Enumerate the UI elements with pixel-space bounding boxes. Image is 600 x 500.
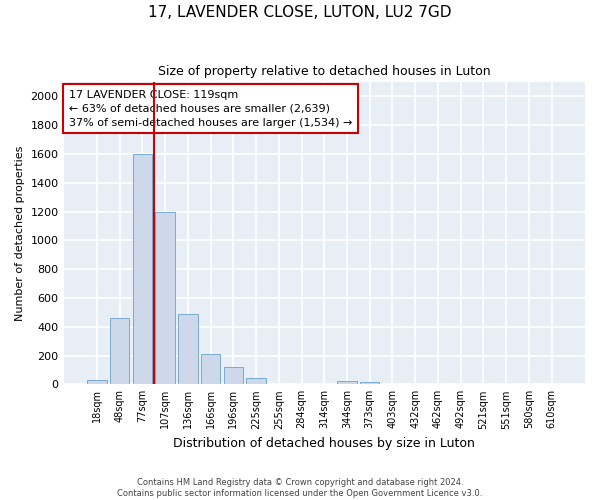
Text: 17, LAVENDER CLOSE, LUTON, LU2 7GD: 17, LAVENDER CLOSE, LUTON, LU2 7GD xyxy=(148,5,452,20)
Bar xyxy=(155,212,175,384)
Text: Contains HM Land Registry data © Crown copyright and database right 2024.
Contai: Contains HM Land Registry data © Crown c… xyxy=(118,478,482,498)
Bar xyxy=(178,314,197,384)
Bar xyxy=(87,380,107,384)
Bar xyxy=(110,318,130,384)
Text: 17 LAVENDER CLOSE: 119sqm
← 63% of detached houses are smaller (2,639)
37% of se: 17 LAVENDER CLOSE: 119sqm ← 63% of detac… xyxy=(69,90,352,128)
Bar xyxy=(201,354,220,384)
Bar xyxy=(247,378,266,384)
Bar xyxy=(360,382,379,384)
Bar xyxy=(224,367,243,384)
Bar xyxy=(337,382,356,384)
X-axis label: Distribution of detached houses by size in Luton: Distribution of detached houses by size … xyxy=(173,437,475,450)
Bar xyxy=(133,154,152,384)
Title: Size of property relative to detached houses in Luton: Size of property relative to detached ho… xyxy=(158,65,491,78)
Y-axis label: Number of detached properties: Number of detached properties xyxy=(15,146,25,321)
